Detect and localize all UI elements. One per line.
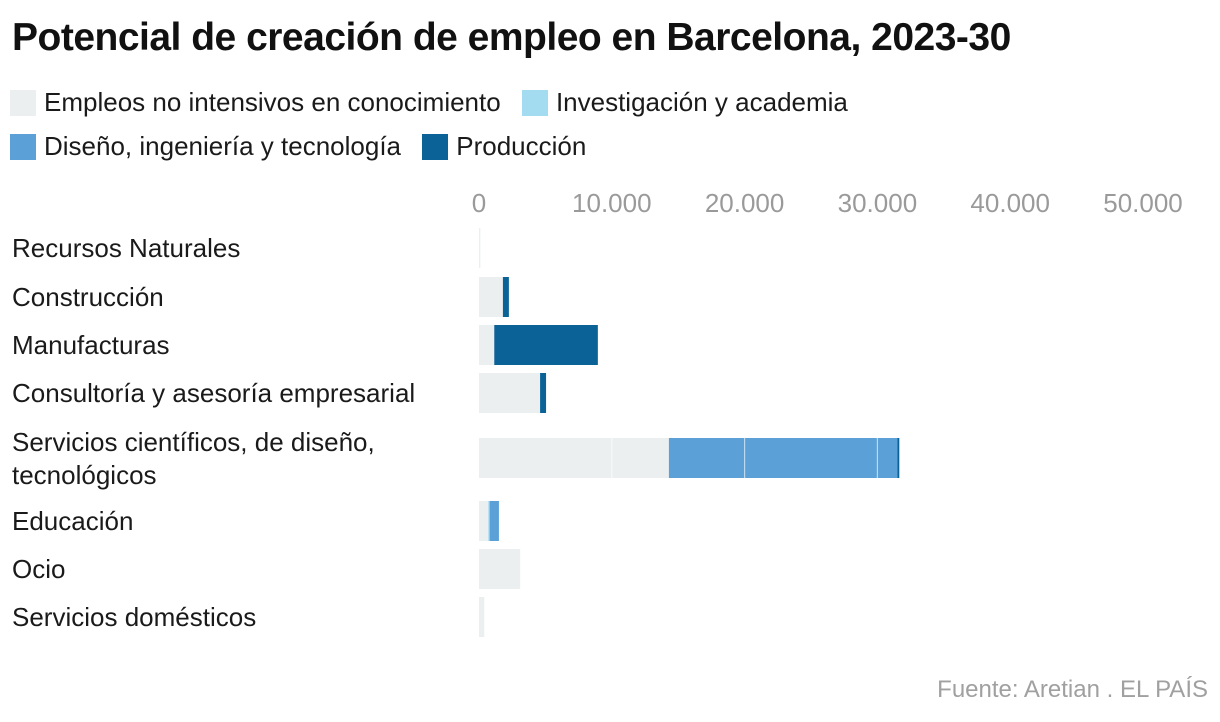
chart-legend: Empleos no intensivos en conocimiento In… xyxy=(10,80,1200,168)
legend-swatch xyxy=(10,134,36,160)
bar-segment xyxy=(489,501,499,541)
category-label: Consultoría y asesoría empresarial xyxy=(12,378,415,408)
bar-segment xyxy=(668,438,898,478)
bar-segment xyxy=(488,501,490,541)
bar-segment xyxy=(897,438,900,478)
bar-segment xyxy=(479,277,503,317)
bar-segment xyxy=(494,325,598,365)
category-label: Manufacturas xyxy=(12,330,170,360)
legend-label: Investigación y academia xyxy=(555,87,848,117)
legend-label: Producción xyxy=(456,131,587,161)
category-label: Recursos Naturales xyxy=(12,233,240,263)
bar-segment xyxy=(479,325,495,365)
bar-segment xyxy=(479,549,521,589)
legend-item-no-intensivos: Empleos no intensivos en conocimiento xyxy=(10,80,501,124)
category-label: Servicios domésticos xyxy=(12,602,256,632)
category-label: Construcción xyxy=(12,282,164,312)
bar-segment xyxy=(479,501,489,541)
bar-segment xyxy=(479,438,669,478)
x-tick-label: 50.000 xyxy=(1103,188,1183,218)
category-label: Servicios científicos, de diseño, xyxy=(12,427,375,457)
legend-item-produccion: Producción xyxy=(422,124,586,168)
legend-swatch xyxy=(521,90,548,116)
x-tick-label: 10.000 xyxy=(572,188,652,218)
x-tick-label: 0 xyxy=(472,188,486,218)
source-note: Fuente: Aretian . EL PAÍS xyxy=(937,676,1208,703)
bar-segment xyxy=(479,597,485,637)
legend-swatch xyxy=(422,134,449,160)
chart-title: Potencial de creación de empleo en Barce… xyxy=(12,16,1011,59)
x-tick-label: 20.000 xyxy=(705,188,785,218)
category-label: Educación xyxy=(12,506,133,536)
legend-item-diseno: Diseño, ingeniería y tecnología xyxy=(10,124,401,168)
legend-label: Empleos no intensivos en conocimiento xyxy=(44,87,501,117)
legend-swatch xyxy=(10,90,36,116)
bar-segment xyxy=(540,373,547,413)
legend-item-investigacion: Investigación y academia xyxy=(521,80,848,124)
category-label: Ocio xyxy=(12,554,65,584)
legend-label: Diseño, ingeniería y tecnología xyxy=(44,131,402,161)
bar-segment xyxy=(502,277,509,317)
bar-segment xyxy=(479,373,541,413)
x-tick-label: 30.000 xyxy=(838,188,918,218)
bar-segment xyxy=(479,228,481,268)
category-label: tecnológicos xyxy=(12,460,157,490)
x-tick-label: 40.000 xyxy=(970,188,1050,218)
